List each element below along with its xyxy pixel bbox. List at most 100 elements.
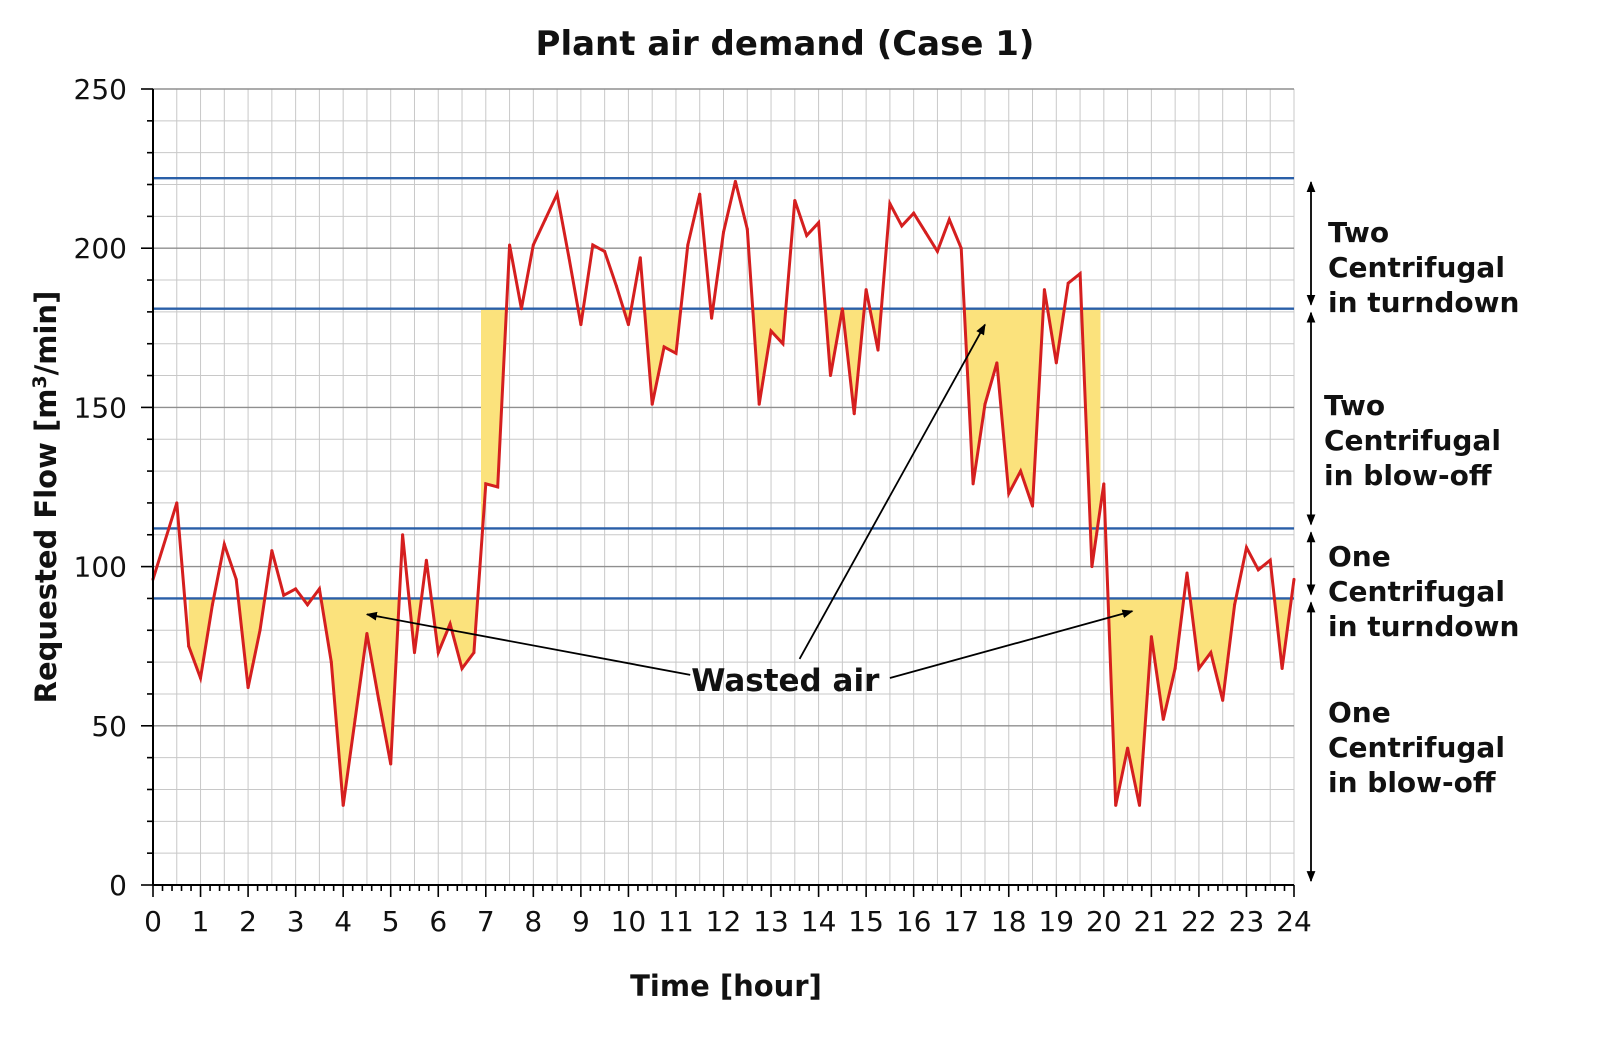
grid bbox=[152, 88, 1295, 886]
data-point bbox=[377, 698, 381, 702]
data-point bbox=[258, 628, 262, 632]
data-point bbox=[650, 402, 654, 406]
band-label-line: One bbox=[1328, 540, 1391, 573]
data-point bbox=[365, 631, 369, 635]
threshold-lines bbox=[153, 176, 1294, 600]
data-point bbox=[329, 660, 333, 664]
data-point bbox=[722, 230, 725, 234]
data-point bbox=[888, 202, 892, 206]
data-point bbox=[199, 676, 203, 680]
x-tick-label: 0 bbox=[144, 905, 162, 938]
band-label-line: Centrifugal bbox=[1328, 731, 1505, 764]
data-point bbox=[757, 402, 761, 406]
data-point bbox=[947, 218, 951, 222]
data-point bbox=[1066, 281, 1070, 285]
y-axis-title: Requested Flow [m3/min] bbox=[29, 291, 63, 704]
data-point bbox=[519, 307, 523, 311]
data-point bbox=[662, 345, 666, 349]
y-tick-label: 150 bbox=[74, 391, 127, 424]
data-point bbox=[282, 593, 286, 597]
axes bbox=[141, 88, 1295, 897]
band-label-line: Two bbox=[1324, 389, 1385, 422]
data-point bbox=[1078, 272, 1082, 276]
series-layer bbox=[151, 179, 1296, 807]
annotations: Wasted air bbox=[365, 323, 1134, 699]
x-tick-label: 16 bbox=[896, 905, 932, 938]
x-tick-label: 11 bbox=[658, 905, 694, 938]
data-point bbox=[270, 549, 274, 553]
data-point bbox=[603, 249, 607, 253]
data-point bbox=[424, 558, 428, 562]
data-point bbox=[971, 482, 975, 486]
data-point bbox=[793, 198, 797, 202]
data-point bbox=[389, 762, 393, 766]
x-tick-label: 8 bbox=[524, 905, 542, 938]
data-point bbox=[187, 644, 191, 648]
x-tick-label: 5 bbox=[382, 905, 400, 938]
data-point bbox=[1149, 635, 1153, 639]
tick-labels: 0 1 2 3 4 5 6 7 8 9 10 11 12 13 14 15 16 17 18 19 20 21 22 23 24… bbox=[74, 73, 1312, 938]
data-point bbox=[1268, 558, 1272, 562]
wasted-air-arrow bbox=[798, 323, 986, 660]
data-point bbox=[1233, 603, 1237, 607]
data-point bbox=[1256, 568, 1260, 572]
data-point bbox=[555, 192, 559, 196]
data-point bbox=[1090, 565, 1094, 569]
y-tick-label: 50 bbox=[91, 710, 127, 743]
data-point bbox=[175, 501, 179, 505]
data-point bbox=[294, 587, 298, 591]
data-point bbox=[341, 803, 345, 807]
y-tick-label: 250 bbox=[74, 73, 127, 106]
band-label-line: in turndown bbox=[1328, 610, 1519, 643]
x-tick-label: 14 bbox=[801, 905, 837, 938]
y-axis-title-superscript: 3 bbox=[29, 375, 51, 388]
band-label-line: One bbox=[1328, 696, 1391, 729]
data-point bbox=[567, 256, 571, 260]
data-point bbox=[1161, 717, 1165, 721]
data-point bbox=[1209, 651, 1213, 655]
data-point bbox=[876, 348, 880, 352]
data-point bbox=[781, 342, 785, 346]
y-tick-label: 200 bbox=[74, 232, 127, 265]
x-tick-label: 4 bbox=[334, 905, 352, 938]
x-tick-label: 24 bbox=[1276, 905, 1312, 938]
data-point bbox=[1185, 571, 1189, 575]
data-point bbox=[317, 587, 321, 591]
data-point bbox=[828, 374, 832, 378]
x-tick-label: 23 bbox=[1229, 905, 1265, 938]
y-tick-label: 100 bbox=[74, 551, 127, 584]
data-point bbox=[460, 666, 464, 670]
data-point bbox=[1042, 288, 1046, 292]
data-point bbox=[472, 651, 476, 655]
data-point bbox=[1019, 469, 1023, 473]
x-tick-label: 6 bbox=[429, 905, 447, 938]
data-point bbox=[674, 351, 678, 355]
wasted-air-arrow bbox=[365, 611, 691, 676]
wasted-air-arrow bbox=[889, 609, 1134, 679]
data-point bbox=[769, 329, 773, 333]
data-point bbox=[543, 218, 547, 222]
data-point bbox=[1114, 803, 1118, 807]
data-point bbox=[1197, 666, 1201, 670]
x-tick-label: 2 bbox=[239, 905, 257, 938]
data-point bbox=[448, 622, 452, 626]
x-tick-label: 20 bbox=[1086, 905, 1122, 938]
data-point bbox=[864, 288, 868, 292]
data-point bbox=[508, 243, 512, 247]
data-point bbox=[1221, 698, 1225, 702]
y-axis-title-main: Requested Flow [m bbox=[29, 389, 63, 704]
data-point bbox=[412, 651, 416, 655]
data-point bbox=[900, 224, 904, 228]
band-label-line: in blow-off bbox=[1328, 766, 1496, 799]
data-point bbox=[1031, 504, 1035, 508]
x-tick-label: 3 bbox=[287, 905, 305, 938]
data-point bbox=[995, 361, 999, 365]
data-point bbox=[935, 249, 939, 253]
data-point bbox=[496, 485, 500, 489]
data-point bbox=[615, 284, 619, 288]
data-point bbox=[1244, 545, 1248, 549]
